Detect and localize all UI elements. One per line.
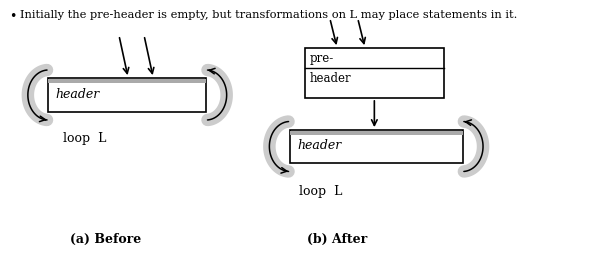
Text: •: •: [9, 10, 16, 23]
Text: loop  L: loop L: [63, 132, 106, 145]
Bar: [290, 130, 463, 163]
Bar: [305, 48, 444, 98]
Bar: [48, 79, 206, 83]
Text: header: header: [297, 139, 342, 152]
Text: (a) Before: (a) Before: [70, 233, 141, 246]
Text: header: header: [309, 72, 351, 85]
Bar: [290, 131, 463, 135]
Text: Initially the pre-header is empty, but transformations on L may place statements: Initially the pre-header is empty, but t…: [21, 10, 518, 20]
Text: pre-: pre-: [309, 52, 334, 65]
Bar: [48, 78, 206, 112]
Text: header: header: [56, 88, 100, 101]
Text: loop  L: loop L: [299, 185, 342, 198]
Text: (b) After: (b) After: [306, 233, 367, 246]
